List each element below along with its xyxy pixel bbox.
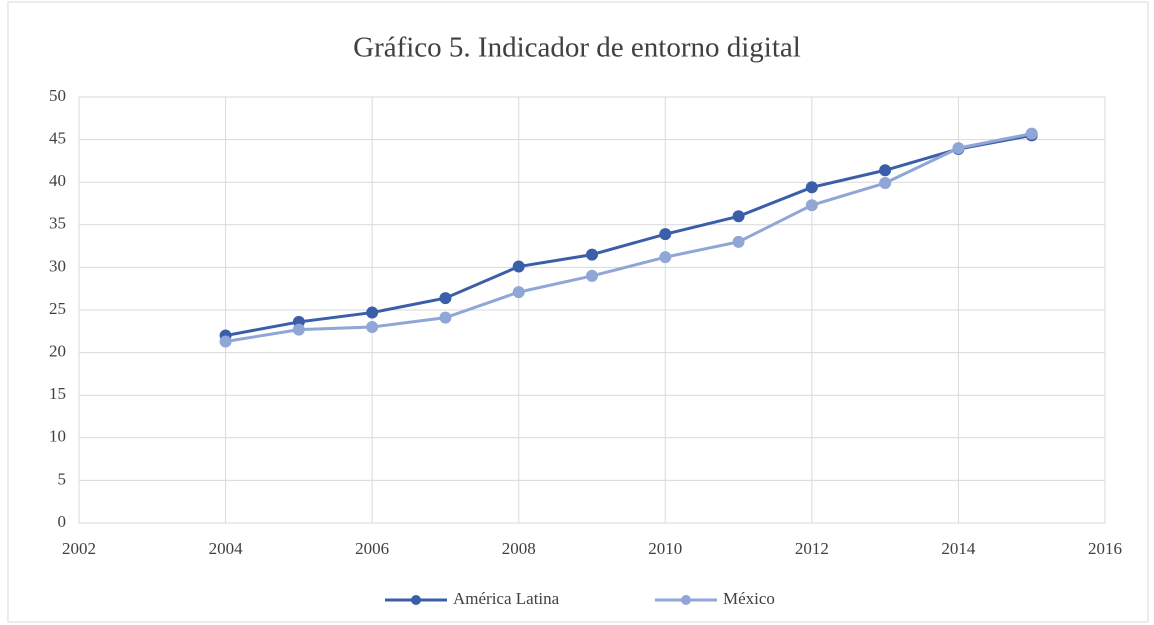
series-line (225, 132, 1033, 344)
legend-label: América Latina (453, 589, 560, 608)
y-tick-label: 15 (49, 384, 66, 403)
data-point (292, 323, 305, 336)
legend-swatch-marker (411, 595, 421, 605)
data-point (439, 292, 452, 305)
data-point (659, 228, 672, 241)
y-tick-label: 0 (58, 512, 67, 531)
data-point (659, 251, 672, 264)
y-tick-label: 10 (49, 427, 66, 446)
data-point (512, 260, 525, 273)
data-point (879, 177, 892, 190)
data-point (732, 235, 745, 248)
data-point (586, 248, 598, 261)
chart-title: Gráfico 5. Indicador de entorno digital (353, 32, 801, 64)
data-point (952, 142, 965, 155)
legend-swatch-marker (681, 595, 691, 605)
y-tick-label: 35 (49, 214, 66, 233)
data-point (1025, 127, 1038, 140)
data-point (366, 321, 379, 334)
x-tick-label: 2016 (1088, 539, 1122, 558)
data-point (512, 286, 525, 299)
data-point (366, 306, 379, 319)
data-point (586, 269, 598, 282)
data-point (879, 164, 892, 177)
y-tick-label: 20 (49, 342, 66, 361)
y-tick-label: 50 (49, 86, 66, 105)
data-point (732, 210, 745, 223)
x-tick-label: 2004 (209, 539, 244, 558)
x-tick-label: 2010 (648, 539, 682, 558)
legend-label: México (723, 589, 775, 608)
y-tick-label: 25 (49, 299, 66, 318)
data-point (805, 199, 818, 212)
chart-frame (7, 1, 1149, 623)
x-tick-label: 2012 (795, 539, 829, 558)
x-tick-label: 2014 (941, 539, 976, 558)
x-tick-label: 2006 (355, 539, 389, 558)
data-point (805, 181, 818, 194)
y-tick-label: 30 (49, 256, 66, 275)
data-point (219, 335, 232, 348)
x-tick-label: 2002 (62, 539, 96, 558)
data-point (439, 311, 452, 324)
y-tick-label: 5 (58, 469, 67, 488)
y-tick-label: 40 (49, 171, 66, 190)
y-tick-label: 45 (49, 129, 66, 148)
x-tick-label: 2008 (502, 539, 536, 558)
series-line (225, 133, 1032, 338)
